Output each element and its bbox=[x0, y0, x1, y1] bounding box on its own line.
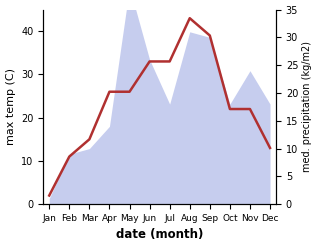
X-axis label: date (month): date (month) bbox=[116, 228, 203, 242]
Y-axis label: med. precipitation (kg/m2): med. precipitation (kg/m2) bbox=[302, 41, 313, 172]
Y-axis label: max temp (C): max temp (C) bbox=[5, 68, 16, 145]
